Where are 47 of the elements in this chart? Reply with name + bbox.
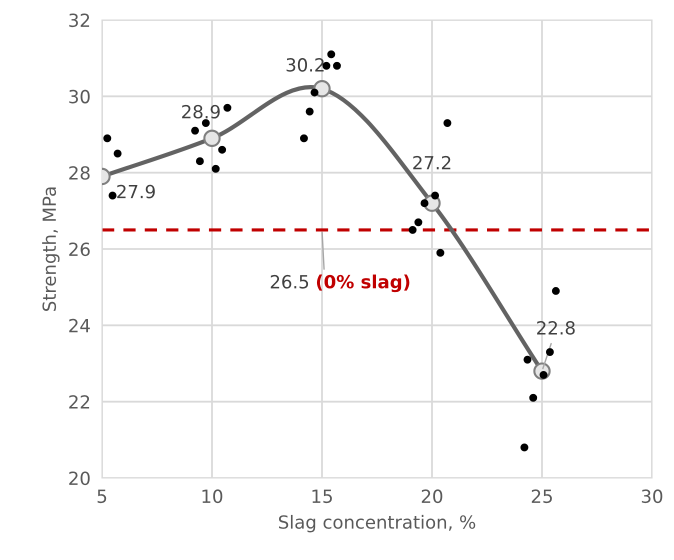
data-label: 27.2 [413, 156, 450, 170]
point [313, 80, 331, 98]
x-tick-label: 15 [312, 490, 332, 504]
y-tick-label: 32 [69, 13, 90, 28]
y-axis-title: Strength, MPa [42, 187, 60, 311]
point [223, 104, 232, 112]
point [431, 192, 440, 200]
point [420, 199, 428, 208]
point [300, 134, 308, 142]
point [306, 108, 314, 116]
y-tick-label: 30 [69, 90, 90, 104]
point [443, 119, 452, 127]
point [103, 134, 112, 142]
ref-line-label: 26.5 (0% slag) [270, 274, 410, 292]
x-tick-label: 25 [532, 489, 552, 504]
point [552, 287, 560, 295]
point [114, 150, 122, 158]
y-tick-label: 20 [69, 471, 90, 486]
y-tick-label: 28 [69, 166, 90, 180]
point [529, 394, 538, 402]
y-tick-label: 22 [69, 395, 90, 409]
x-tick-label: 30 [642, 489, 662, 504]
point [327, 50, 336, 58]
point [202, 119, 210, 127]
point [191, 126, 200, 135]
data-label: 27.9 [117, 184, 155, 198]
y-tick-label: 26 [69, 242, 90, 256]
point [310, 88, 318, 96]
point [218, 146, 226, 154]
x-tick-label: 10 [202, 489, 222, 504]
point [520, 444, 528, 452]
point [196, 157, 204, 166]
point [436, 248, 444, 257]
point [524, 356, 532, 364]
data-label: 22.8 [537, 321, 575, 335]
point [203, 130, 221, 147]
x-tick-label: 5 [98, 490, 106, 504]
x-axis-title: Slag concentration, % [278, 514, 476, 532]
data-label: 28.9 [182, 104, 220, 119]
x-tick-label: 20 [422, 489, 442, 504]
data-label: 30.2 [286, 58, 324, 72]
point [408, 226, 417, 234]
point [212, 164, 220, 173]
point [414, 218, 422, 226]
y-tick-label: 24 [69, 318, 90, 332]
point [333, 62, 341, 70]
point [108, 192, 117, 200]
